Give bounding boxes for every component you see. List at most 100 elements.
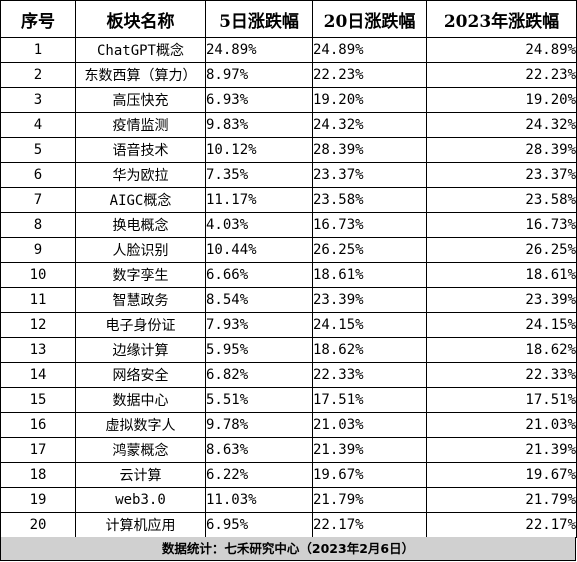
cell-5day-change: 6.66%	[205, 262, 313, 288]
cell-2023-change: 22.23%	[426, 62, 577, 88]
header-2023-change: 2023年涨跌幅	[426, 0, 577, 38]
cell-sector-name: 换电概念	[75, 212, 206, 238]
cell-20day-change: 24.15%	[312, 312, 427, 338]
cell-5day-change: 6.93%	[205, 87, 313, 113]
cell-20day-change: 16.73%	[312, 212, 427, 238]
table-row: 16 虚拟数字人 9.78% 21.03% 21.03%	[0, 412, 577, 438]
cell-index: 11	[0, 287, 76, 313]
cell-index: 14	[0, 362, 76, 388]
cell-20day-change: 21.79%	[312, 487, 427, 513]
cell-5day-change: 10.44%	[205, 237, 313, 263]
table-row: 20 计算机应用 6.95% 22.17% 22.17%	[0, 512, 577, 538]
cell-2023-change: 24.89%	[426, 37, 577, 63]
cell-index: 12	[0, 312, 76, 338]
cell-index: 10	[0, 262, 76, 288]
table-row: 11 智慧政务 8.54% 23.39% 23.39%	[0, 287, 577, 313]
cell-20day-change: 22.23%	[312, 62, 427, 88]
cell-2023-change: 18.61%	[426, 262, 577, 288]
cell-5day-change: 4.03%	[205, 212, 313, 238]
header-sector-name: 板块名称	[75, 0, 206, 38]
cell-20day-change: 23.37%	[312, 162, 427, 188]
cell-sector-name: 东数西算（算力）	[75, 62, 206, 88]
cell-index: 19	[0, 487, 76, 513]
cell-5day-change: 6.82%	[205, 362, 313, 388]
cell-2023-change: 23.58%	[426, 187, 577, 213]
header-index: 序号	[0, 0, 76, 38]
cell-sector-name: 人脸识别	[75, 237, 206, 263]
cell-index: 15	[0, 387, 76, 413]
cell-5day-change: 11.17%	[205, 187, 313, 213]
cell-2023-change: 16.73%	[426, 212, 577, 238]
cell-2023-change: 28.39%	[426, 137, 577, 163]
cell-2023-change: 18.62%	[426, 337, 577, 363]
cell-20day-change: 23.58%	[312, 187, 427, 213]
cell-sector-name: 智慧政务	[75, 287, 206, 313]
cell-index: 1	[0, 37, 76, 63]
cell-index: 6	[0, 162, 76, 188]
cell-2023-change: 21.39%	[426, 437, 577, 463]
header-20day-change: 20日涨跌幅	[312, 0, 427, 38]
cell-2023-change: 19.20%	[426, 87, 577, 113]
cell-20day-change: 21.03%	[312, 412, 427, 438]
cell-sector-name: 边缘计算	[75, 337, 206, 363]
cell-sector-name: 数字孪生	[75, 262, 206, 288]
cell-index: 13	[0, 337, 76, 363]
cell-5day-change: 24.89%	[205, 37, 313, 63]
cell-2023-change: 22.17%	[426, 512, 577, 538]
cell-sector-name: 数据中心	[75, 387, 206, 413]
table-row: 3 高压快充 6.93% 19.20% 19.20%	[0, 87, 577, 113]
cell-5day-change: 6.22%	[205, 462, 313, 488]
cell-2023-change: 21.03%	[426, 412, 577, 438]
table-row: 13 边缘计算 5.95% 18.62% 18.62%	[0, 337, 577, 363]
cell-5day-change: 11.03%	[205, 487, 313, 513]
table-row: 6 华为欧拉 7.35% 23.37% 23.37%	[0, 162, 577, 188]
cell-2023-change: 22.33%	[426, 362, 577, 388]
cell-sector-name: 云计算	[75, 462, 206, 488]
cell-5day-change: 10.12%	[205, 137, 313, 163]
table-row: 14 网络安全 6.82% 22.33% 22.33%	[0, 362, 577, 388]
cell-5day-change: 8.97%	[205, 62, 313, 88]
header-5day-change: 5日涨跌幅	[205, 0, 313, 38]
cell-5day-change: 6.95%	[205, 512, 313, 538]
cell-5day-change: 7.35%	[205, 162, 313, 188]
cell-sector-name: 华为欧拉	[75, 162, 206, 188]
table-row: 15 数据中心 5.51% 17.51% 17.51%	[0, 387, 577, 413]
cell-5day-change: 5.95%	[205, 337, 313, 363]
cell-20day-change: 24.32%	[312, 112, 427, 138]
table-row: 5 语音技术 10.12% 28.39% 28.39%	[0, 137, 577, 163]
cell-5day-change: 8.54%	[205, 287, 313, 313]
cell-5day-change: 8.63%	[205, 437, 313, 463]
cell-20day-change: 23.39%	[312, 287, 427, 313]
cell-20day-change: 18.61%	[312, 262, 427, 288]
cell-sector-name: web3.0	[75, 487, 206, 513]
cell-sector-name: 高压快充	[75, 87, 206, 113]
cell-index: 2	[0, 62, 76, 88]
cell-2023-change: 24.15%	[426, 312, 577, 338]
cell-index: 4	[0, 112, 76, 138]
cell-sector-name: 电子身份证	[75, 312, 206, 338]
cell-20day-change: 19.20%	[312, 87, 427, 113]
table-row: 2 东数西算（算力） 8.97% 22.23% 22.23%	[0, 62, 577, 88]
cell-20day-change: 28.39%	[312, 137, 427, 163]
cell-20day-change: 24.89%	[312, 37, 427, 63]
cell-sector-name: ChatGPT概念	[75, 37, 206, 63]
cell-index: 18	[0, 462, 76, 488]
table-row: 12 电子身份证 7.93% 24.15% 24.15%	[0, 312, 577, 338]
cell-2023-change: 17.51%	[426, 387, 577, 413]
cell-20day-change: 18.62%	[312, 337, 427, 363]
sector-performance-table: 序号 板块名称 5日涨跌幅 20日涨跌幅 2023年涨跌幅 1 ChatGPT概念…	[0, 0, 577, 538]
cell-5day-change: 5.51%	[205, 387, 313, 413]
header-row: 序号 板块名称 5日涨跌幅 20日涨跌幅 2023年涨跌幅	[0, 0, 577, 38]
cell-2023-change: 19.67%	[426, 462, 577, 488]
table-row: 17 鸿蒙概念 8.63% 21.39% 21.39%	[0, 437, 577, 463]
cell-5day-change: 7.93%	[205, 312, 313, 338]
cell-5day-change: 9.78%	[205, 412, 313, 438]
cell-sector-name: 网络安全	[75, 362, 206, 388]
cell-index: 7	[0, 187, 76, 213]
cell-20day-change: 21.39%	[312, 437, 427, 463]
cell-sector-name: 计算机应用	[75, 512, 206, 538]
cell-index: 9	[0, 237, 76, 263]
table-row: 7 AIGC概念 11.17% 23.58% 23.58%	[0, 187, 577, 213]
table-row: 18 云计算 6.22% 19.67% 19.67%	[0, 462, 577, 488]
